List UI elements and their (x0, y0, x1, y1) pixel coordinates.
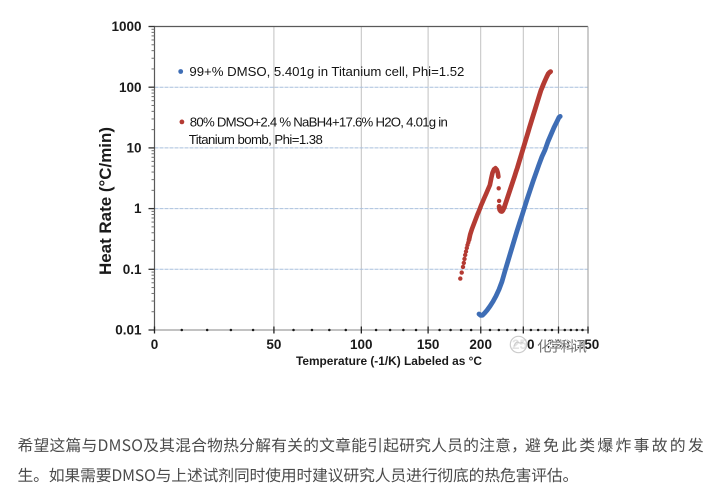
svg-text:0.1: 0.1 (123, 262, 142, 277)
svg-text:Temperature (-1/K) Labeled as: Temperature (-1/K) Labeled as °C (296, 354, 482, 368)
svg-text:200: 200 (469, 337, 492, 352)
svg-text:100: 100 (119, 80, 142, 95)
svg-text:Heat Rate (°C/min): Heat Rate (°C/min) (96, 127, 115, 275)
svg-text:99+% DMSO, 5.401g in Titanium: 99+% DMSO, 5.401g in Titanium cell, Phi=… (189, 64, 464, 79)
svg-text:150: 150 (417, 337, 440, 352)
svg-text:80% DMSO+2.4 % NaBH4+17.6% H2O: 80% DMSO+2.4 % NaBH4+17.6% H2O, 4.01g in (190, 115, 448, 130)
svg-text:10: 10 (126, 140, 141, 155)
svg-text:100: 100 (350, 337, 373, 352)
svg-text:0.01: 0.01 (115, 323, 142, 338)
svg-text:1000: 1000 (111, 19, 141, 34)
svg-text:Titanium bomb, Phi=1.38: Titanium bomb, Phi=1.38 (189, 132, 323, 147)
svg-text:0: 0 (151, 337, 159, 352)
svg-text:1: 1 (134, 201, 142, 216)
svg-text:50: 50 (266, 337, 281, 352)
